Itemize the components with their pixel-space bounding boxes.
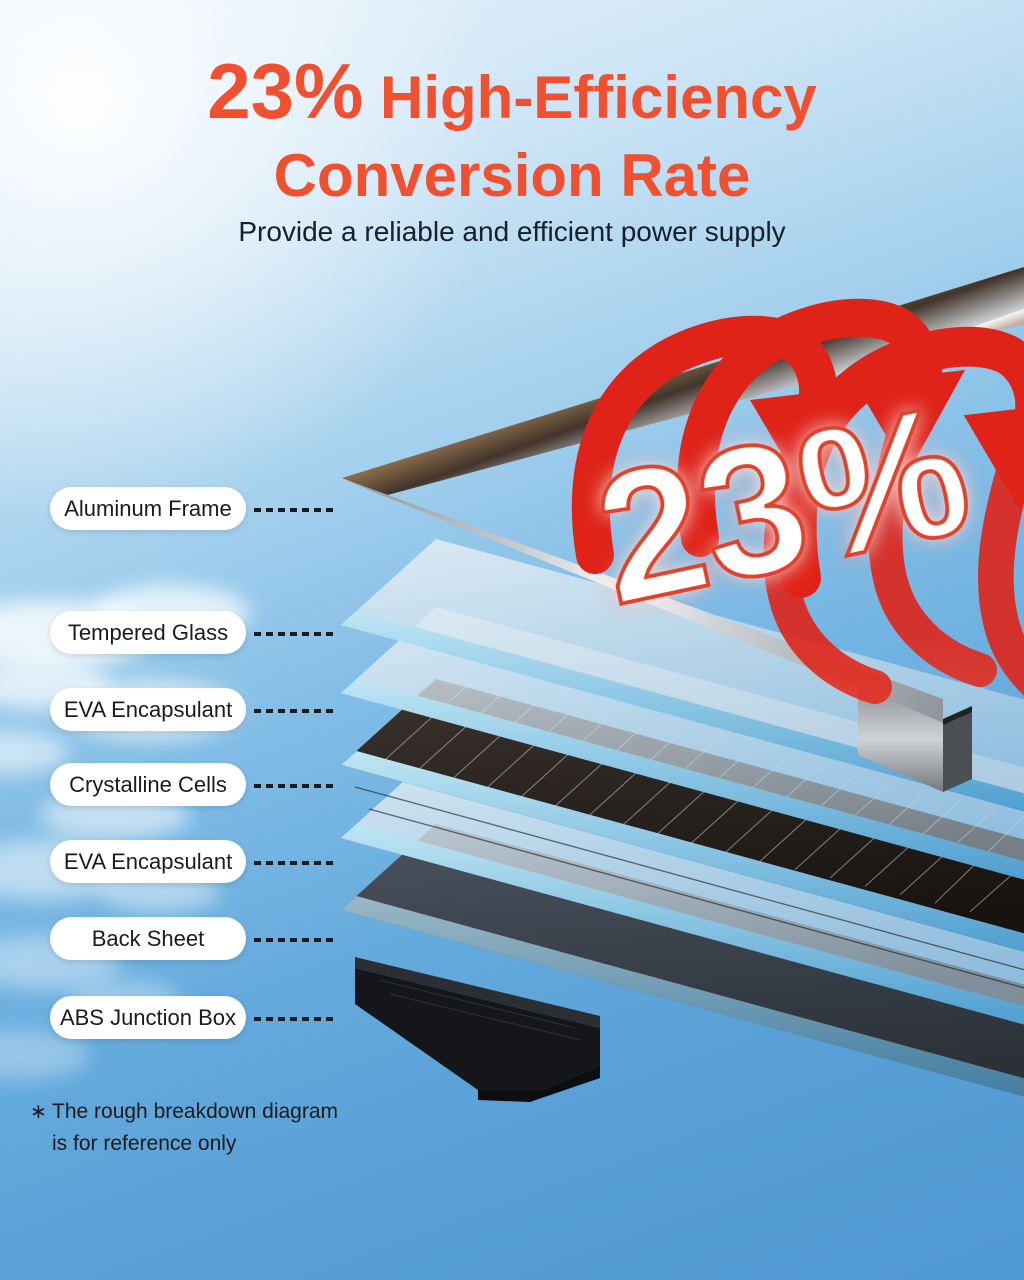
svg-text:23%: 23% bbox=[580, 366, 985, 644]
